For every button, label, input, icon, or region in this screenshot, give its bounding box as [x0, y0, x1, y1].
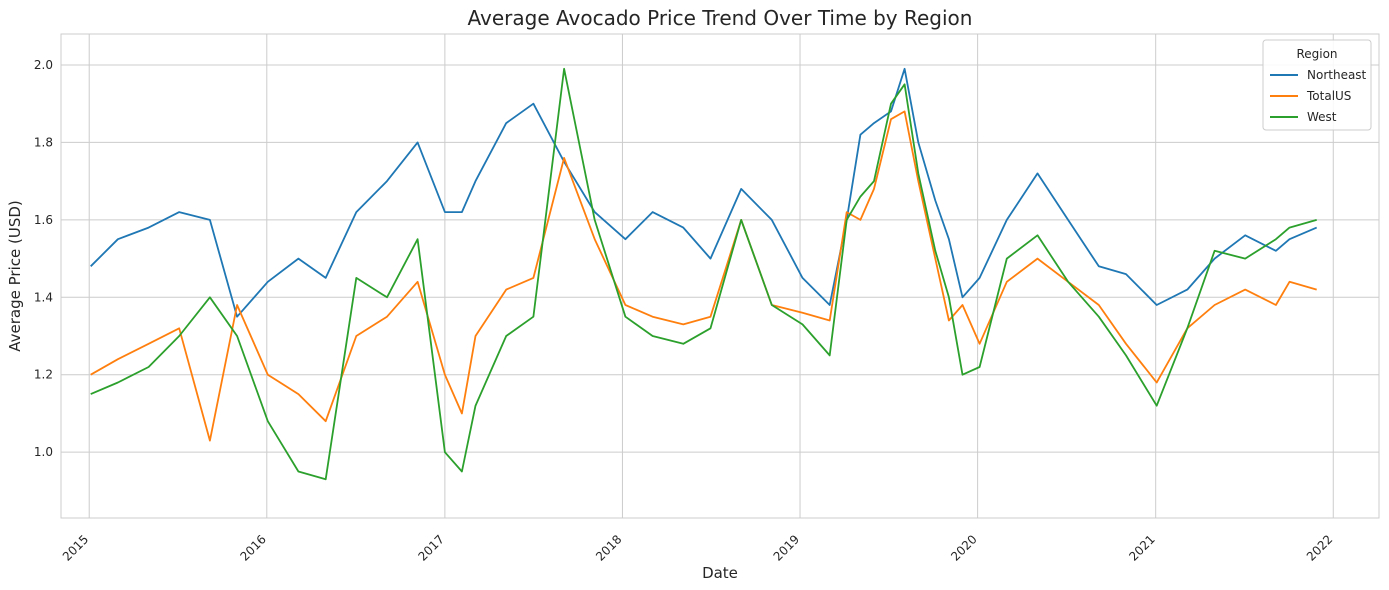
x-tick-label: 2017 — [415, 532, 446, 563]
legend-label-west: West — [1307, 110, 1337, 124]
x-tick-label: 2022 — [1304, 532, 1335, 563]
y-tick-label: 1.4 — [34, 290, 53, 304]
x-tick-label: 2021 — [1126, 532, 1157, 563]
y-axis-label: Average Price (USD) — [6, 200, 24, 351]
y-tick-label: 1.0 — [34, 445, 53, 459]
legend-box — [1262, 39, 1372, 131]
chart-title: Average Avocado Price Trend Over Time by… — [468, 6, 973, 30]
legend-label-totalus: TotalUS — [1306, 89, 1351, 103]
legend-title: Region — [1296, 47, 1337, 61]
x-axis-ticks: 2015 2016 2017 2018 2019 2020 2021 2022 — [60, 532, 1336, 563]
x-axis-label: Date — [702, 564, 738, 582]
x-tick-label: 2016 — [237, 532, 268, 563]
y-tick-label: 1.2 — [34, 368, 53, 382]
x-tick-label: 2020 — [948, 532, 979, 563]
legend-items: Northeast TotalUS West — [1270, 68, 1367, 124]
x-tick-label: 2018 — [593, 532, 624, 563]
series-line-northeast — [90, 67, 1318, 318]
y-tick-label: 2.0 — [34, 58, 53, 72]
y-tick-label: 1.8 — [34, 135, 53, 149]
legend: Region Northeast TotalUS West — [1262, 39, 1372, 131]
series-lines — [90, 67, 1318, 481]
y-tick-label: 1.6 — [34, 213, 53, 227]
plot-area — [60, 33, 1380, 519]
x-tick-label: 2015 — [60, 532, 91, 563]
x-tick-label: 2019 — [771, 532, 802, 563]
grid — [61, 34, 1379, 518]
legend-label-northeast: Northeast — [1307, 68, 1367, 82]
y-axis-ticks: 1.0 1.2 1.4 1.6 1.8 2.0 — [34, 58, 53, 459]
series-line-west — [90, 67, 1317, 481]
